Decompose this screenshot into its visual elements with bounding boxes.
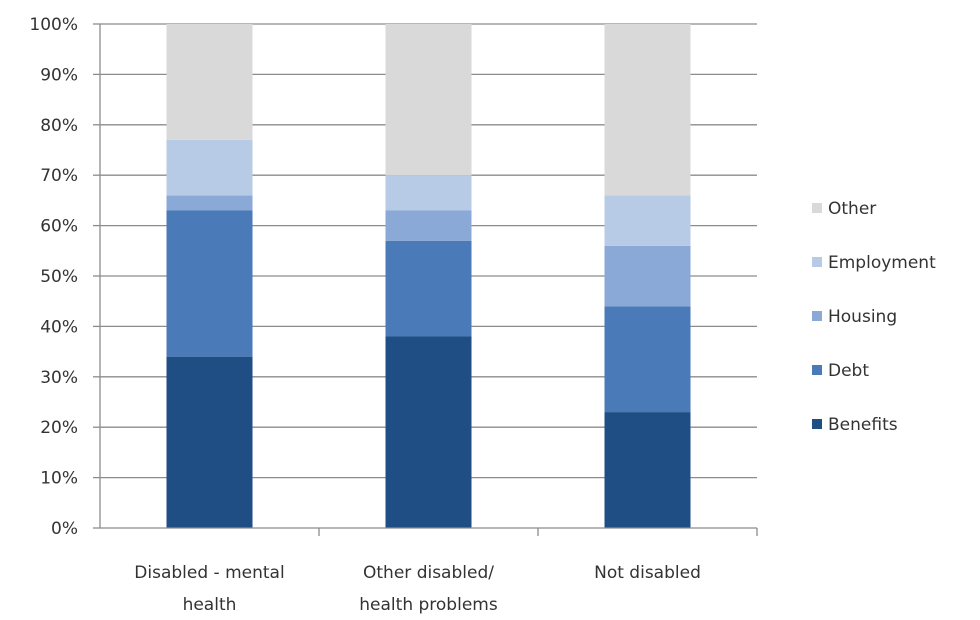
- x-tick-label: Disabled - mental: [134, 563, 284, 583]
- y-tick-label: 70%: [40, 166, 78, 186]
- bar-segment-employment: [604, 195, 691, 246]
- y-tick-label: 20%: [40, 418, 78, 438]
- bar-segment-housing: [385, 210, 472, 241]
- x-tick-label: health: [183, 595, 237, 615]
- x-tick-label: Other disabled/: [363, 563, 494, 583]
- legend-swatch-housing: [812, 311, 822, 321]
- y-axis-tick-labels: 0% 10% 20% 30% 40% 50% 60% 70% 80% 90% 100%: [29, 15, 78, 539]
- bar-segment-other: [385, 24, 472, 176]
- y-tick-label: 0%: [51, 519, 78, 539]
- bar-segment-debt: [604, 306, 691, 413]
- bar-segment-employment: [166, 139, 253, 196]
- bars: [166, 24, 691, 528]
- bar-segment-debt: [166, 210, 253, 357]
- axes: [93, 23, 758, 536]
- legend-label-housing: Housing: [828, 307, 897, 327]
- y-tick-label: 100%: [29, 15, 78, 35]
- y-tick-label: 80%: [40, 116, 78, 136]
- y-tick-label: 10%: [40, 469, 78, 489]
- bar-segment-other: [166, 24, 253, 140]
- legend-swatch-other: [812, 203, 822, 213]
- legend-swatch-debt: [812, 365, 822, 375]
- x-tick-label: health problems: [359, 595, 498, 615]
- y-tick-label: 60%: [40, 217, 78, 237]
- x-axis-tick-labels: Disabled - mental health Other disabled/he…: [134, 563, 701, 615]
- bar-segment-benefits: [604, 412, 691, 528]
- bar-segment-benefits: [166, 356, 253, 528]
- y-tick-label: 50%: [40, 267, 78, 287]
- bar-segment-debt: [385, 240, 472, 337]
- legend-swatch-employment: [812, 257, 822, 267]
- bar-segment-benefits: [385, 336, 472, 528]
- legend-label-employment: Employment: [828, 253, 936, 273]
- y-tick-label: 30%: [40, 368, 78, 388]
- y-tick-label: 90%: [40, 65, 78, 85]
- bar-segment-other: [604, 24, 691, 196]
- bar-segment-housing: [604, 245, 691, 307]
- bar-segment-housing: [166, 195, 253, 211]
- legend-label-debt: Debt: [828, 361, 869, 381]
- bar-segment-employment: [385, 175, 472, 211]
- legend-label-other: Other: [828, 199, 876, 219]
- legend-swatch-benefits: [812, 419, 822, 429]
- legend-label-benefits: Benefits: [828, 415, 898, 435]
- y-tick-label: 40%: [40, 317, 78, 337]
- x-tick-label: Not disabled: [594, 563, 701, 583]
- legend: Other Employment Housing Debt Benefits: [812, 199, 936, 435]
